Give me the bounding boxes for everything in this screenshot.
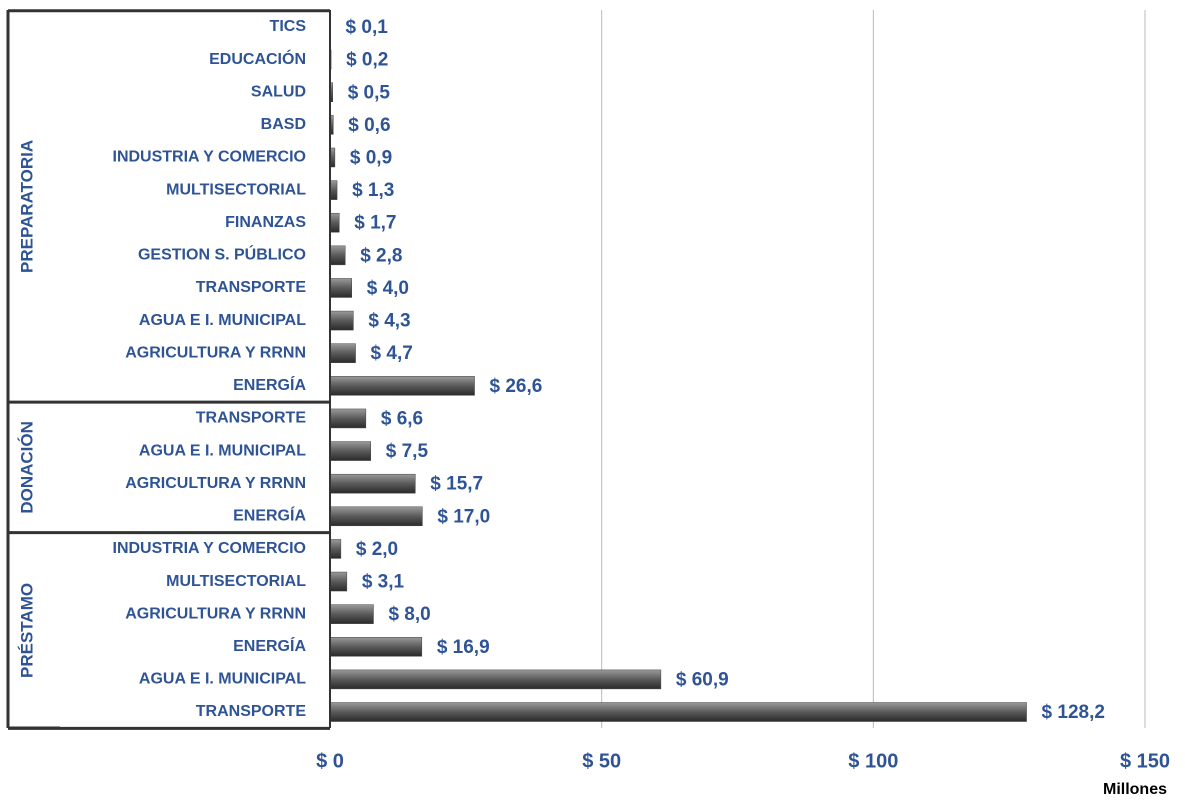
- category-label: BASD: [261, 116, 306, 133]
- category-label: AGUA E I. MUNICIPAL: [139, 671, 306, 688]
- category-label: TRANSPORTE: [196, 410, 307, 427]
- category-label: FINANZAS: [225, 214, 306, 231]
- value-label: $ 26,6: [490, 376, 543, 397]
- category-label: MULTISECTORIAL: [166, 573, 306, 590]
- value-label: $ 0,2: [346, 50, 388, 71]
- value-label: $ 128,2: [1042, 702, 1105, 723]
- value-label: $ 6,6: [381, 408, 423, 429]
- category-label: TRANSPORTE: [196, 703, 307, 720]
- x-tick-label: $ 100: [848, 750, 898, 772]
- bar: [329, 604, 374, 624]
- group-label: DONACIÓN: [17, 421, 36, 514]
- category-label: ENERGÍA: [233, 506, 306, 525]
- category-label: AGRICULTURA Y RRNN: [125, 475, 306, 492]
- value-label: $ 0,9: [350, 147, 392, 168]
- category-label: ENERGÍA: [233, 375, 306, 394]
- bar: [329, 180, 338, 200]
- value-label: $ 1,3: [352, 180, 394, 201]
- bar: [329, 441, 371, 461]
- bar: [329, 506, 423, 527]
- bar: [329, 539, 342, 559]
- category-label: AGRICULTURA Y RRNN: [125, 344, 306, 361]
- value-label: $ 15,7: [430, 474, 483, 495]
- bar: [329, 702, 1027, 722]
- value-label: $ 1,7: [354, 213, 396, 234]
- category-label: EDUCACIÓN: [209, 49, 306, 68]
- bar: [329, 408, 367, 429]
- x-tick-label: $ 0: [316, 750, 344, 772]
- value-label: $ 4,0: [367, 278, 409, 299]
- group-label: PRÉSTAMO: [17, 583, 36, 678]
- bar: [329, 310, 354, 331]
- category-label: AGRICULTURA Y RRNN: [125, 605, 306, 622]
- category-label: SALUD: [251, 83, 306, 100]
- value-label: $ 0,6: [348, 115, 390, 136]
- bar: [329, 343, 356, 363]
- bar: [329, 571, 348, 592]
- category-label: TICS: [270, 18, 307, 35]
- value-label: $ 8,0: [388, 604, 430, 625]
- value-label: $ 3,1: [362, 572, 405, 593]
- bar: [329, 245, 346, 266]
- category-label: GESTION S. PÚBLICO: [138, 245, 306, 264]
- bar: [329, 637, 423, 657]
- value-label: $ 0,1: [346, 17, 389, 38]
- category-label: ENERGÍA: [233, 636, 306, 655]
- category-label: AGUA E I. MUNICIPAL: [139, 442, 306, 459]
- bar: [329, 278, 352, 298]
- value-label: $ 2,8: [360, 245, 402, 266]
- value-label: $ 60,9: [676, 669, 729, 690]
- category-label: AGUA E I. MUNICIPAL: [139, 312, 306, 329]
- value-label: $ 17,0: [437, 506, 490, 527]
- value-label: $ 16,9: [437, 637, 490, 658]
- value-label: $ 4,3: [368, 311, 410, 332]
- value-label: $ 7,5: [386, 441, 429, 462]
- bar: [329, 376, 475, 396]
- category-label: INDUSTRIA Y COMERCIO: [113, 540, 307, 557]
- category-label: INDUSTRIA Y COMERCIO: [113, 149, 307, 166]
- category-label: TRANSPORTE: [196, 279, 307, 296]
- bar: [329, 473, 416, 494]
- x-axis-label: Millones: [1103, 781, 1167, 798]
- bar: [329, 669, 662, 690]
- bar: [329, 212, 340, 233]
- x-tick-label: $ 150: [1120, 750, 1170, 772]
- value-label: $ 2,0: [356, 539, 398, 560]
- group-label: PREPARATORIA: [17, 140, 36, 273]
- value-label: $ 4,7: [371, 343, 413, 364]
- value-label: $ 0,5: [348, 82, 391, 103]
- category-label: MULTISECTORIAL: [166, 181, 306, 198]
- x-tick-label: $ 50: [582, 750, 621, 772]
